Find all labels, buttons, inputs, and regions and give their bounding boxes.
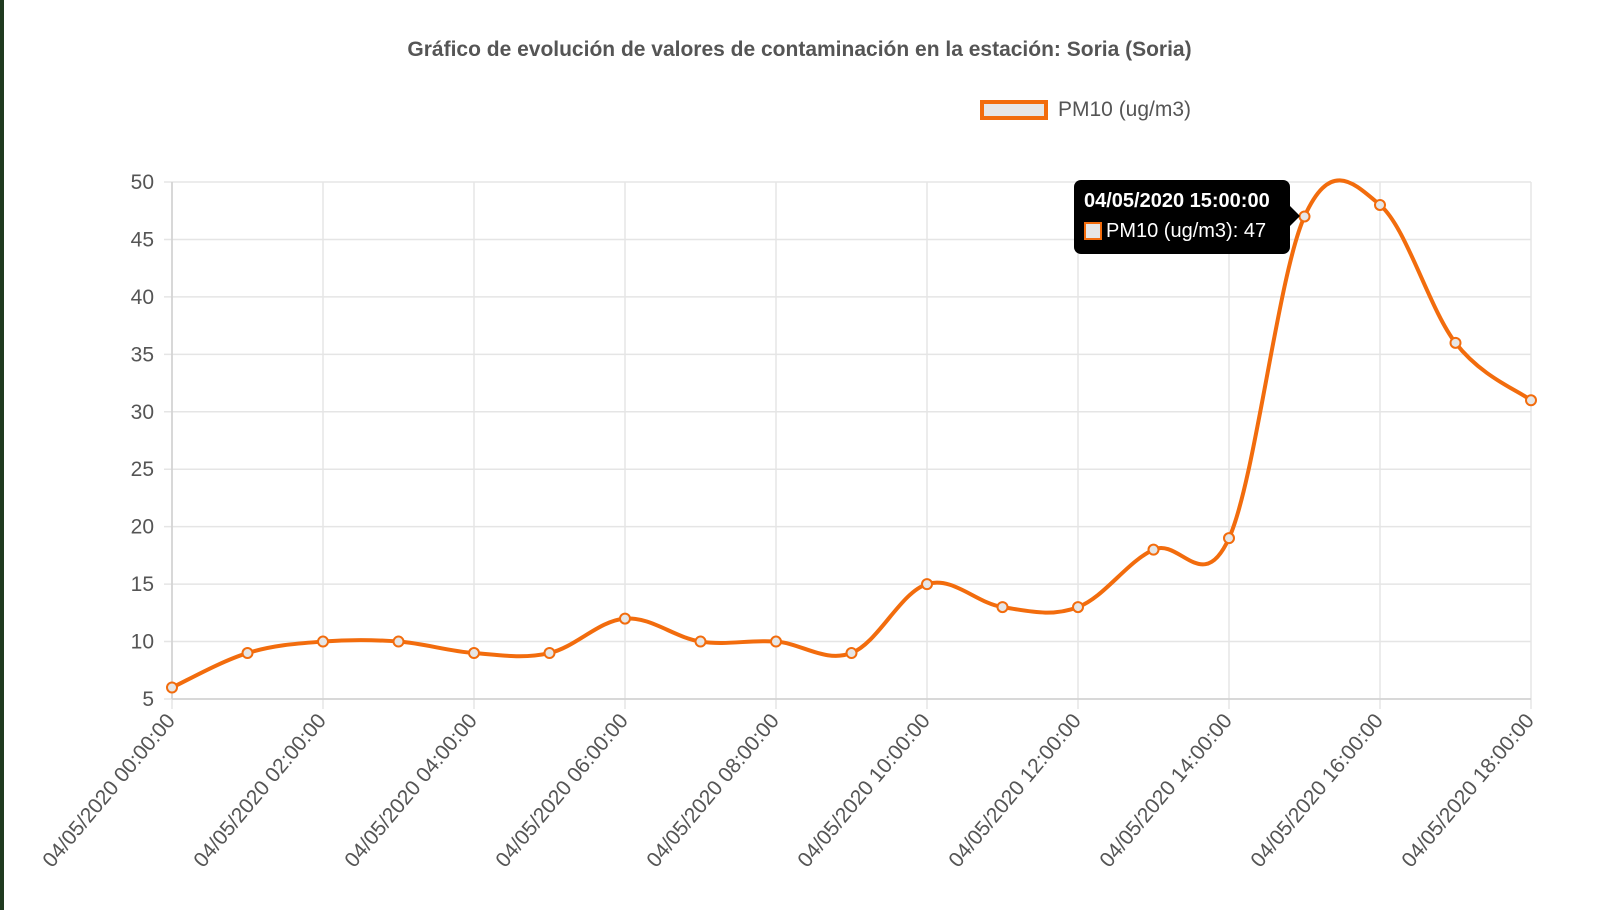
x-tick-label: 04/05/2020 16:00:00 (1246, 709, 1387, 871)
data-point (241, 647, 254, 660)
legend-label: PM10 (ug/m3) (1058, 98, 1192, 121)
data-point (694, 635, 707, 648)
y-tick-label: 10 (131, 631, 154, 654)
y-tick-label: 40 (131, 286, 154, 309)
x-tick-label: 04/05/2020 06:00:00 (491, 709, 632, 871)
y-tick-label: 35 (131, 343, 154, 366)
legend-swatch (980, 100, 1048, 120)
y-tick-label: 25 (131, 458, 154, 481)
data-point (1072, 601, 1084, 614)
data-point (543, 647, 556, 660)
data-point (317, 635, 329, 648)
y-tick-label: 5 (142, 688, 154, 711)
legend[interactable]: PM10 (ug/m3) (980, 98, 1191, 122)
chart-title: Gráfico de evolución de valores de conta… (407, 38, 1192, 61)
y-tick-label: 50 (131, 171, 154, 194)
data-point (845, 647, 858, 660)
tooltip-swatch (1084, 222, 1102, 240)
window-left-border (0, 0, 4, 910)
chart-tooltip: 04/05/2020 15:00:00 PM10 (ug/m3): 47 (1074, 180, 1300, 254)
x-tick-label: 04/05/2020 00:00:00 (38, 709, 179, 871)
data-point (1147, 543, 1160, 556)
y-tick-label: 30 (131, 401, 154, 424)
y-tick-label: 45 (131, 228, 154, 251)
data-point (1449, 336, 1462, 349)
series-line (171, 178, 1533, 690)
data-point (921, 578, 933, 591)
y-tick-label: 15 (131, 573, 154, 596)
tooltip-title: 04/05/2020 15:00:00 (1084, 190, 1270, 212)
x-tick-label: 04/05/2020 12:00:00 (944, 709, 1085, 871)
data-point (468, 647, 480, 660)
tooltip-label: PM10 (ug/m3): 47 (1106, 220, 1267, 242)
x-tick-label: 04/05/2020 04:00:00 (340, 709, 481, 871)
x-tick-label: 04/05/2020 08:00:00 (642, 709, 783, 871)
x-tick-label: 04/05/2020 02:00:00 (189, 709, 330, 871)
x-tick-label: 04/05/2020 18:00:00 (1397, 709, 1538, 871)
data-point (1525, 394, 1537, 407)
data-point (1298, 210, 1311, 223)
data-point (996, 601, 1009, 614)
data-point (392, 635, 405, 648)
data-point (770, 635, 782, 648)
data-point (619, 612, 631, 625)
y-tick-label: 20 (131, 516, 154, 539)
data-point (166, 681, 178, 694)
x-tick-label: 04/05/2020 14:00:00 (1095, 709, 1236, 871)
data-point (1223, 532, 1235, 545)
data-point (1374, 198, 1386, 211)
x-tick-label: 04/05/2020 10:00:00 (793, 709, 934, 871)
